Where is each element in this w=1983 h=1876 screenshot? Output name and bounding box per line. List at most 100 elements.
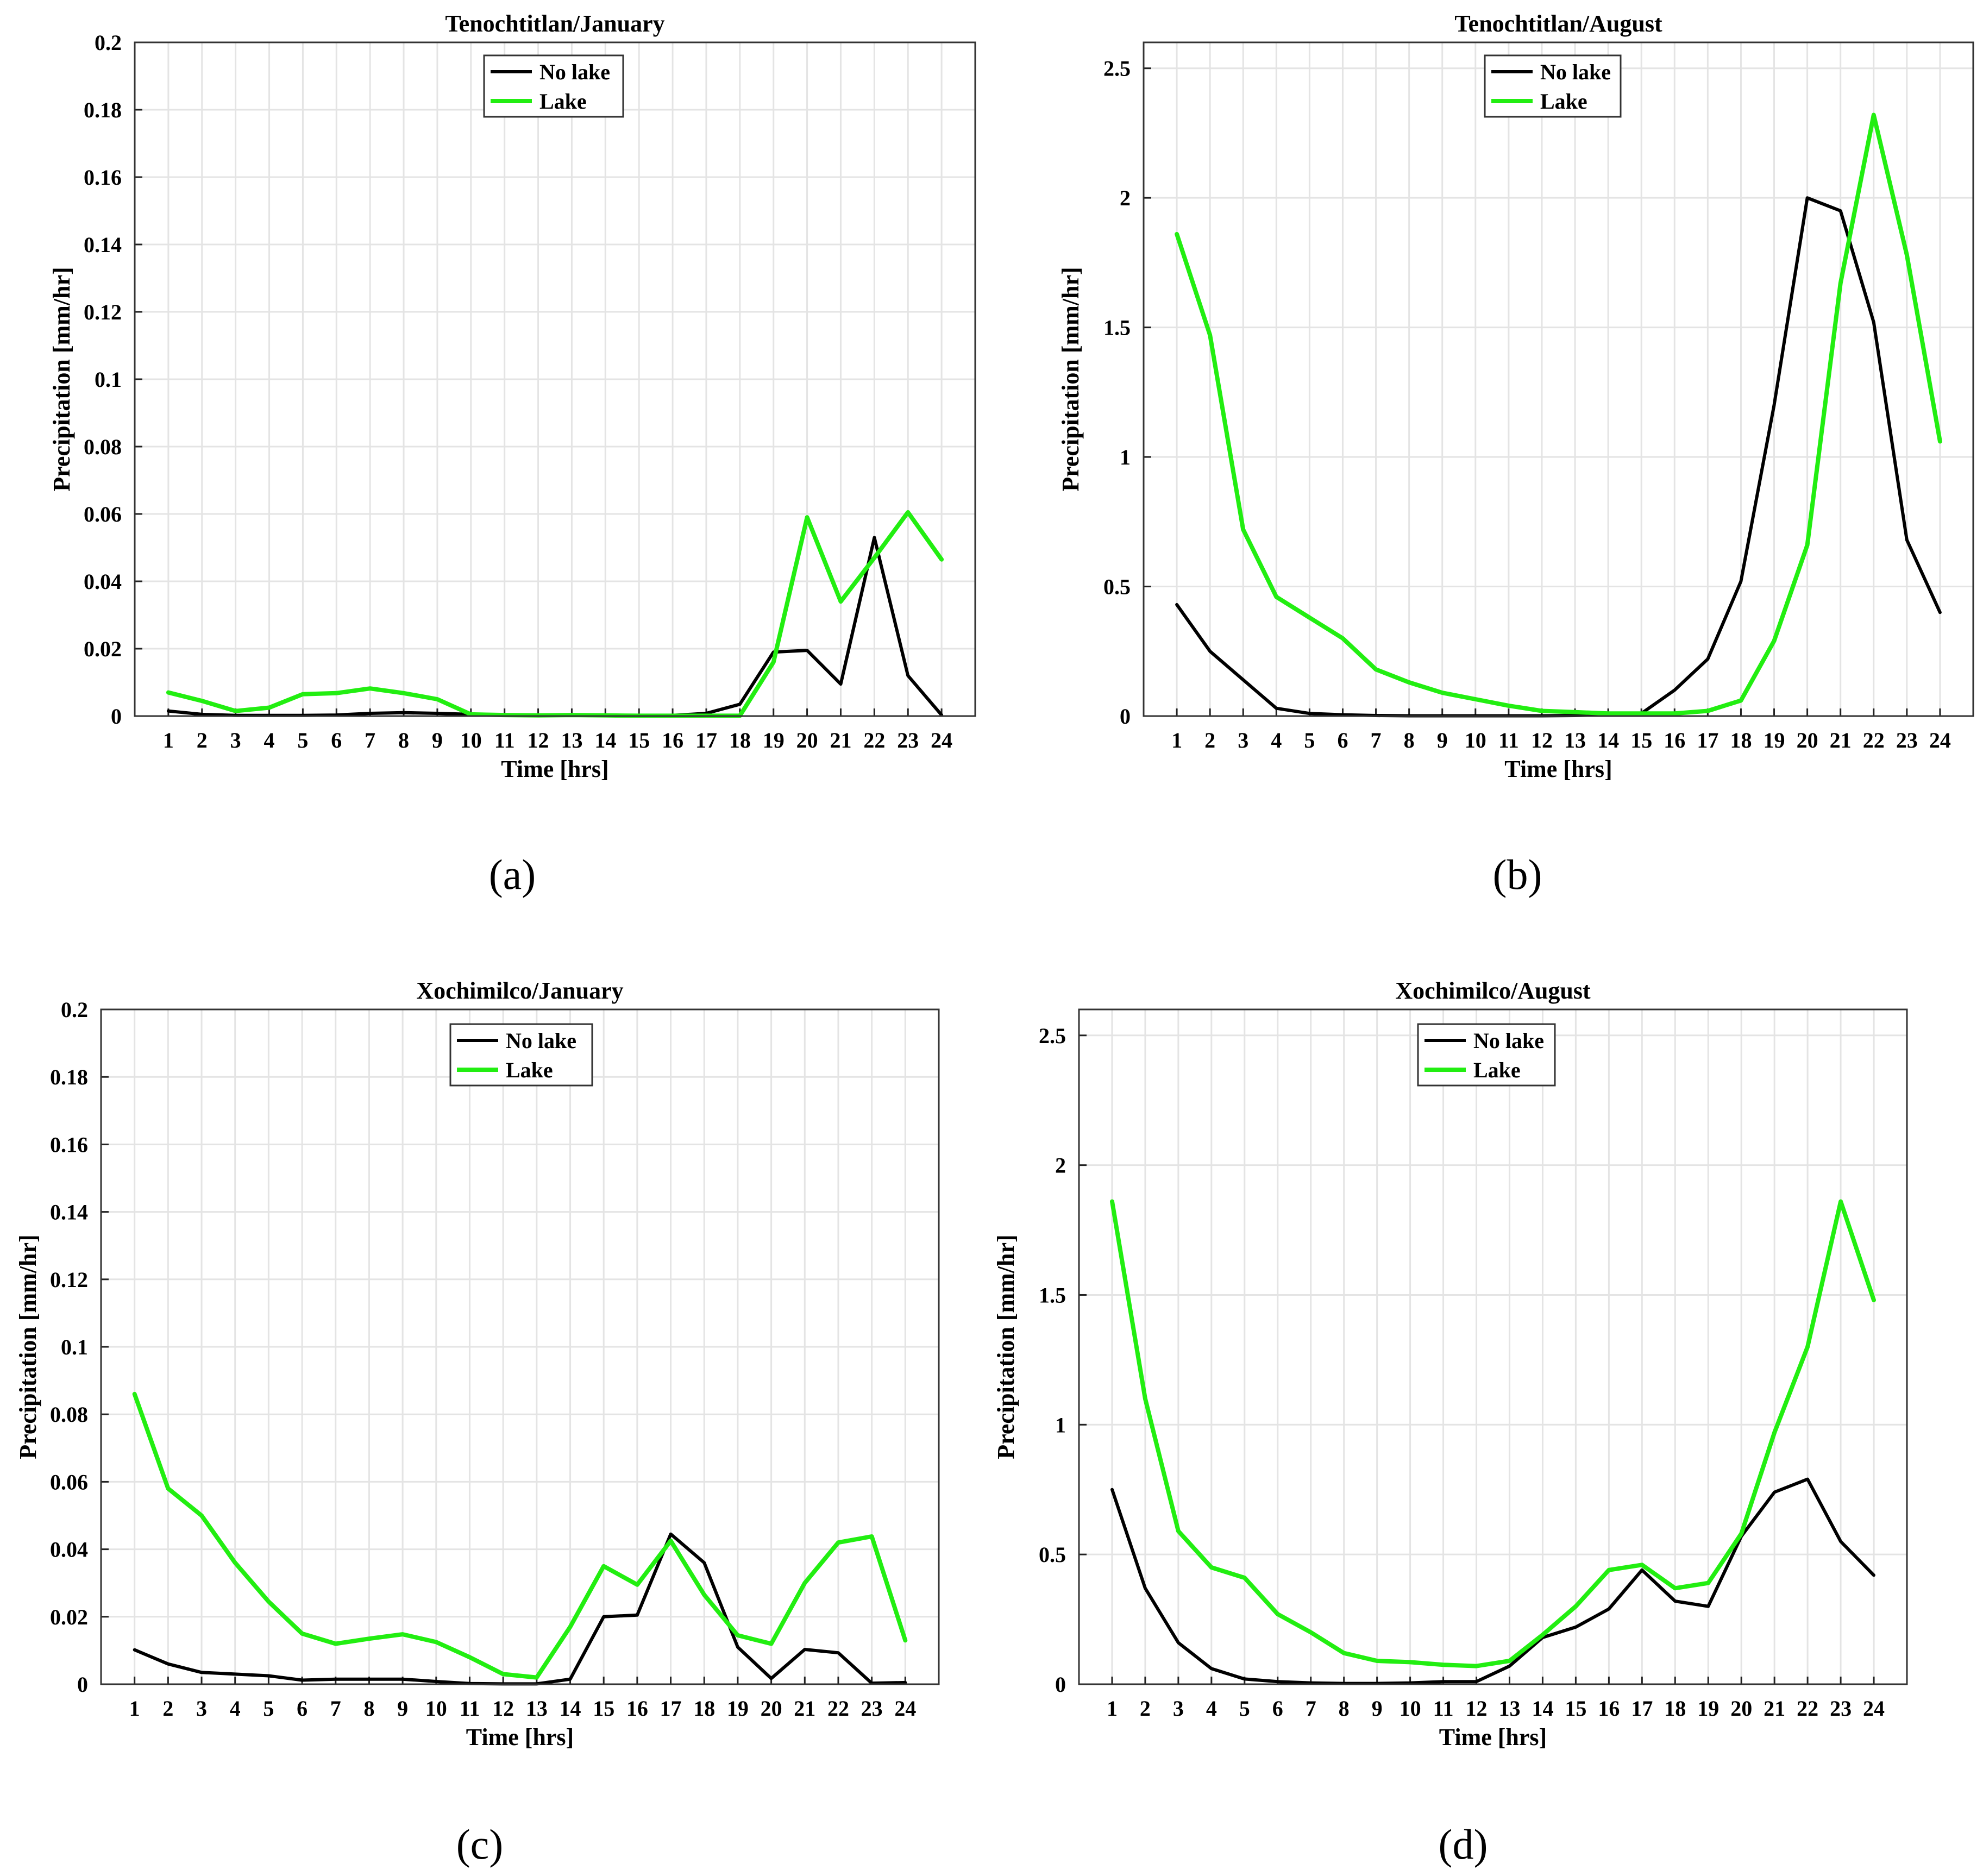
x-tick-label: 8 — [363, 1696, 374, 1721]
y-tick-label: 1 — [1055, 1413, 1066, 1437]
chart-panel-b: 1 2 3 4 5 6 7 8 9 10 11 12 13 14 15 16 17 18 19 20 21 22 23 240… — [1057, 10, 1974, 782]
y-tick-label: 0 — [1055, 1672, 1066, 1697]
y-tick-label: 0.1 — [95, 367, 122, 392]
x-tick-label: 19 — [1764, 728, 1785, 752]
x-tick-label: 1 — [1107, 1696, 1118, 1721]
x-tick-label: 16 — [1598, 1696, 1620, 1721]
y-tick-label: 1.5 — [1103, 316, 1131, 340]
x-tick-label: 20 — [1730, 1696, 1752, 1721]
x-tick-label: 13 — [1564, 728, 1586, 752]
y-tick-label: 0.1 — [61, 1335, 88, 1359]
x-tick-label: 19 — [1697, 1696, 1719, 1721]
legend-box — [1417, 1023, 1556, 1087]
x-tick-label: 10 — [460, 728, 482, 752]
series-line-lake — [166, 510, 944, 718]
chart-panel-c: 1 2 3 4 5 6 7 8 9 10 11 12 13 14 15 16 17 18 19 20 21 22 23 240… — [15, 977, 940, 1750]
x-tick-label: 24 — [1929, 728, 1951, 752]
legend-label: No lake — [506, 1028, 576, 1053]
x-tick-label: 16 — [1664, 728, 1685, 752]
x-tick-label: 1 — [129, 1696, 140, 1721]
legend-label: No lake — [539, 60, 610, 84]
y-tick-label: 0.16 — [84, 165, 122, 190]
x-tick-label: 21 — [1830, 728, 1852, 752]
x-tick-label: 14 — [1597, 728, 1619, 752]
x-tick-label: 6 — [1337, 728, 1348, 752]
x-tick-label: 10 — [1465, 728, 1486, 752]
x-tick-label: 14 — [1532, 1696, 1553, 1721]
x-tick-label: 9 — [397, 1696, 408, 1721]
legend-label: Lake — [506, 1058, 553, 1082]
x-tick-label: 9 — [1437, 728, 1448, 752]
caption-b: (b) — [1492, 851, 1542, 898]
x-tick-label: 8 — [1404, 728, 1415, 752]
x-tick-label: 20 — [761, 1696, 782, 1721]
x-tick-label: 19 — [727, 1696, 749, 1721]
caption-d: (d) — [1438, 1821, 1488, 1868]
y-tick-label: 0.14 — [50, 1200, 88, 1225]
axes-frame — [100, 1008, 940, 1685]
y-tick-label: 0.5 — [1039, 1542, 1066, 1567]
caption-c: (c) — [456, 1821, 504, 1868]
x-tick-label: 16 — [626, 1696, 648, 1721]
x-tick-label: 12 — [1466, 1696, 1488, 1721]
plot-area — [1079, 1009, 1907, 1684]
x-tick-label: 15 — [1630, 728, 1652, 752]
y-tick-label: 0.5 — [1103, 575, 1131, 599]
chart-panel-a: 1 2 3 4 5 6 7 8 9 10 11 12 13 14 15 16 17 18 19 20 21 22 23 240… — [48, 10, 976, 782]
series-line-no-lake — [1110, 1477, 1875, 1685]
x-tick-label: 22 — [1863, 728, 1885, 752]
x-tick-label: 5 — [1239, 1696, 1250, 1721]
series-line-lake — [1110, 1199, 1876, 1668]
x-tick-label: 3 — [1238, 728, 1248, 752]
x-tick-label: 24 — [931, 728, 952, 752]
x-tick-label: 3 — [1173, 1696, 1184, 1721]
x-tick-label: 24 — [894, 1696, 916, 1721]
legend: No lake Lake — [449, 1023, 593, 1087]
x-tick-label: 7 — [1371, 728, 1382, 752]
y-tick-label: 0.2 — [61, 997, 88, 1022]
y-tick-label: 0.02 — [84, 637, 122, 661]
y-tick-label: 0 — [1120, 704, 1131, 729]
y-tick-label: 1.5 — [1039, 1283, 1066, 1307]
y-tick-label: 0.12 — [84, 300, 122, 324]
x-tick-label: 12 — [1531, 728, 1553, 752]
x-tick-label: 4 — [264, 728, 275, 752]
x-axis-label: Time [hrs] — [501, 756, 608, 782]
x-tick-label: 10 — [425, 1696, 447, 1721]
y-tick-label: 0.08 — [84, 435, 122, 459]
y-tick-label: 0.06 — [50, 1470, 88, 1494]
x-tick-label: 17 — [695, 728, 717, 752]
x-tick-label: 11 — [1498, 728, 1519, 752]
x-tick-label: 7 — [365, 728, 375, 752]
axes-frame — [1143, 41, 1974, 717]
y-tick-label: 2.5 — [1039, 1024, 1066, 1048]
legend-label: No lake — [1540, 60, 1611, 84]
x-tick-label: 23 — [1830, 1696, 1852, 1721]
x-tick-label: 8 — [1339, 1696, 1350, 1721]
x-tick-label: 20 — [796, 728, 818, 752]
x-tick-label: 4 — [230, 1696, 241, 1721]
y-tick-label: 2 — [1120, 186, 1131, 210]
x-tick-label: 6 — [331, 728, 342, 752]
x-tick-label: 2 — [1140, 1696, 1151, 1721]
x-tick-label: 4 — [1271, 728, 1282, 752]
legend-label: Lake — [539, 89, 587, 114]
y-tick-label: 2.5 — [1103, 57, 1131, 81]
legend-box — [449, 1023, 593, 1087]
x-tick-label: 2 — [197, 728, 208, 752]
x-axis-label: Time [hrs] — [466, 1724, 574, 1750]
y-tick-label: 0.04 — [84, 569, 122, 594]
x-tick-label: 7 — [1306, 1696, 1316, 1721]
y-axis-label: Precipitation [mm/hr] — [993, 1234, 1019, 1459]
y-tick-label: 0.02 — [50, 1605, 88, 1629]
axes-frame — [1078, 1008, 1908, 1685]
x-tick-label: 24 — [1863, 1696, 1885, 1721]
x-tick-label: 17 — [660, 1696, 682, 1721]
x-tick-label: 9 — [1372, 1696, 1383, 1721]
y-tick-label: 0.04 — [50, 1538, 88, 1562]
x-tick-label: 8 — [398, 728, 409, 752]
x-tick-label: 22 — [1797, 1696, 1818, 1721]
x-tick-label: 21 — [794, 1696, 815, 1721]
x-tick-label: 11 — [1433, 1696, 1454, 1721]
x-tick-label: 13 — [526, 1696, 548, 1721]
